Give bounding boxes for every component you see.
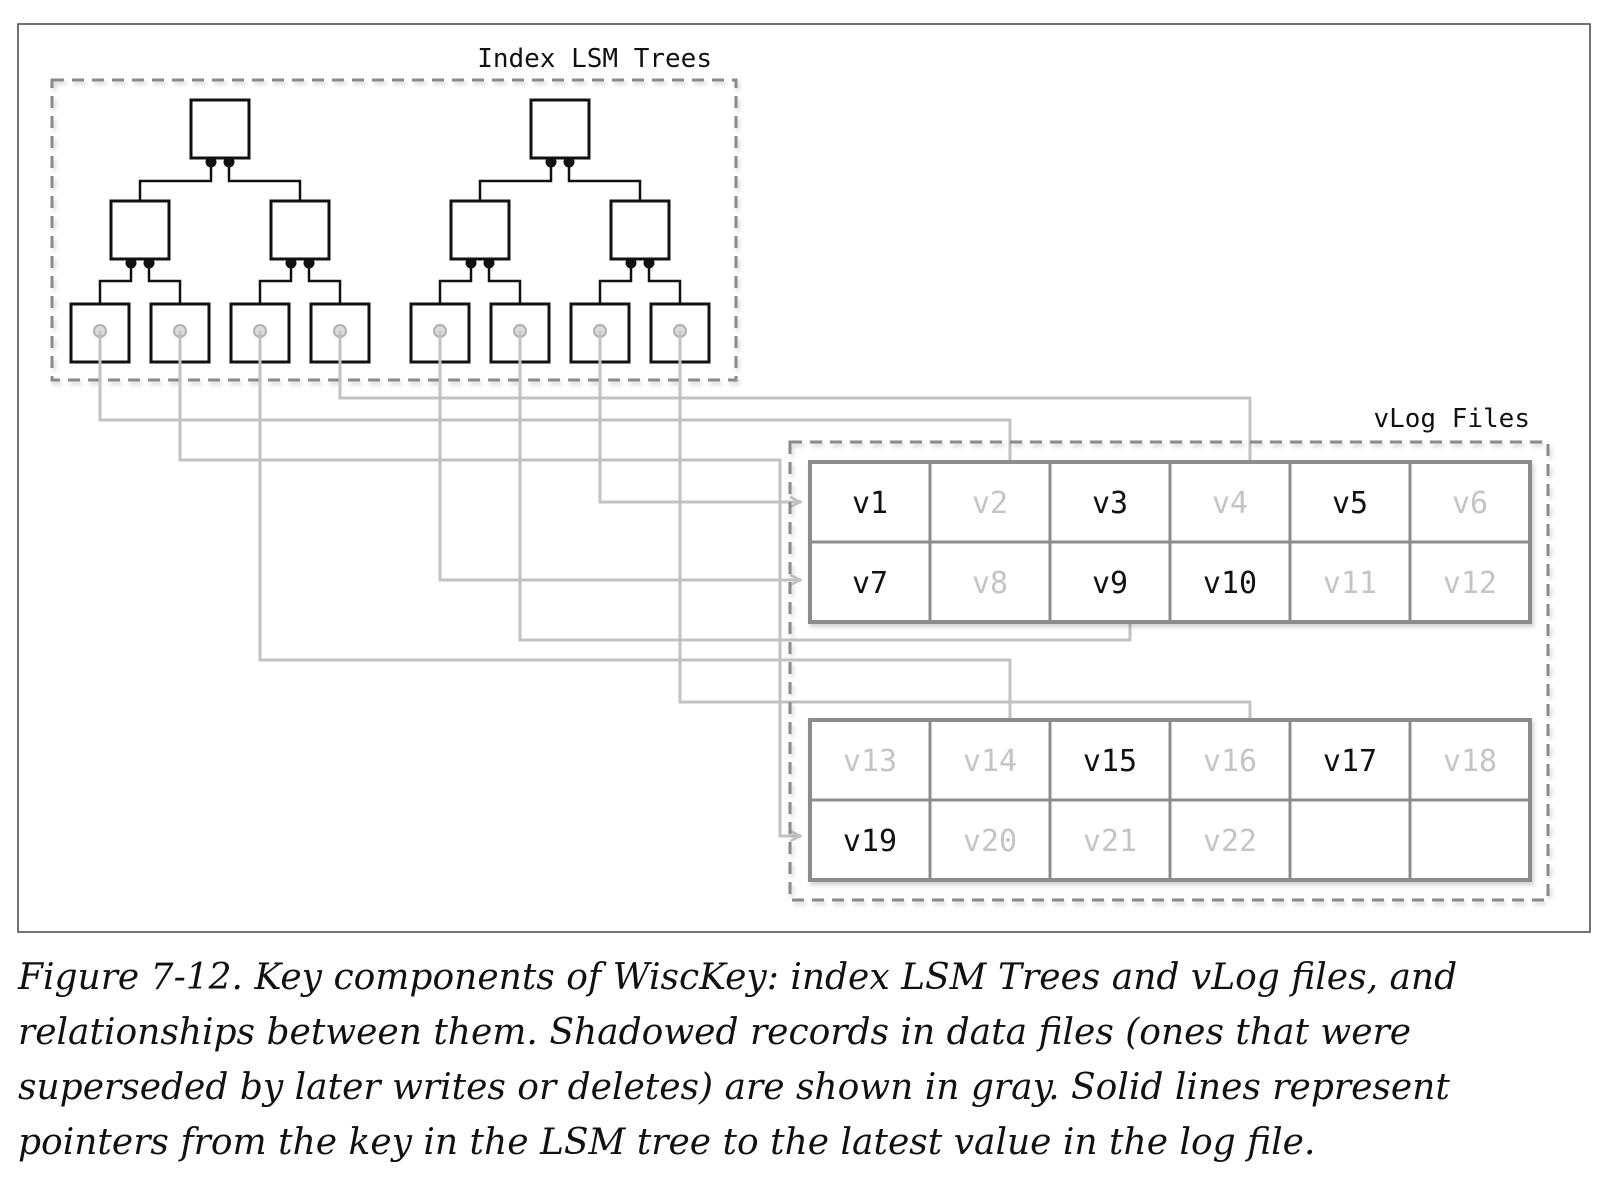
wisckey-diagram: Index LSM Trees vLog Files v1 v2 v3 v4 v5 v6v… (17, 23, 1591, 933)
vlog-value-latest: v10 (1203, 566, 1257, 601)
vlog-value-latest: v5 (1332, 486, 1368, 521)
tree-internal-node (269, 199, 331, 261)
pointer-line (598, 331, 800, 502)
child-pointer-dot (545, 156, 557, 168)
vlog-value-latest: v1 (852, 486, 888, 521)
child-pointer-dot (563, 156, 575, 168)
child-pointer-dot (143, 257, 155, 269)
pointer-line (178, 331, 800, 836)
child-pointer-dot (125, 257, 137, 269)
child-pointer-dot (465, 257, 477, 269)
tree-internal-node (109, 199, 171, 261)
tree-internal-node (609, 199, 671, 261)
vlog-value-shadowed: v14 (963, 744, 1017, 779)
vlog-value-shadowed: v6 (1452, 486, 1488, 521)
vlog-value-shadowed: v20 (963, 824, 1017, 859)
child-pointer-dot (223, 156, 235, 168)
vlog-value-latest: v19 (843, 824, 897, 859)
vlog-value-latest: v9 (1092, 566, 1128, 601)
vlog-cell (1408, 540, 1532, 624)
child-pointer-dot (303, 257, 315, 269)
child-pointer-dot (625, 257, 637, 269)
vlog-value-shadowed: v4 (1212, 486, 1248, 521)
vlog-value-shadowed: v13 (843, 744, 897, 779)
vlog-value-shadowed: v16 (1203, 744, 1257, 779)
vlog-value-shadowed: v8 (972, 566, 1008, 601)
tree-root-node (529, 98, 591, 160)
vlog-value-shadowed: v21 (1083, 824, 1137, 859)
vlog-value-latest: v7 (852, 566, 888, 601)
vlog-file-2: v13 v14 v15 v16 v17 v18 v19 v20 v21 v22 (808, 718, 1532, 882)
vlog-file-1: v1 v2 v3 v4 v5 v6 v7 v8 v9 v10 v11 v12 (808, 460, 1532, 624)
vlog-value-shadowed: v18 (1443, 744, 1497, 779)
vlog-files-boundary (788, 440, 1550, 902)
tree-internal-node (449, 199, 511, 261)
index-lsm-trees-title: Index LSM Trees (477, 44, 712, 74)
child-pointer-dot (285, 257, 297, 269)
index-lsm-trees-boundary (50, 78, 738, 382)
tree-root-node (189, 98, 251, 160)
index-lsm-trees-group: Index LSM Trees (50, 44, 738, 382)
vlog-value-latest: v17 (1323, 744, 1377, 779)
vlog-value-shadowed: v2 (972, 486, 1008, 521)
vlog-value-shadowed: v12 (1443, 566, 1497, 601)
vlog-value-latest: v3 (1092, 486, 1128, 521)
child-pointer-dot (483, 257, 495, 269)
vlog-cell (1408, 798, 1532, 882)
vlog-value-shadowed: v11 (1323, 566, 1377, 601)
vlog-value-latest: v15 (1083, 744, 1137, 779)
vlog-files-title: vLog Files (1373, 404, 1530, 434)
lsm-tree-1 (69, 98, 371, 364)
lsm-tree-2 (409, 98, 711, 364)
figure-caption: Figure 7-12. Key components of WiscKey: … (18, 957, 1458, 1163)
vlog-value-shadowed: v22 (1203, 824, 1257, 859)
child-pointer-dot (205, 156, 217, 168)
child-pointer-dot (643, 257, 655, 269)
